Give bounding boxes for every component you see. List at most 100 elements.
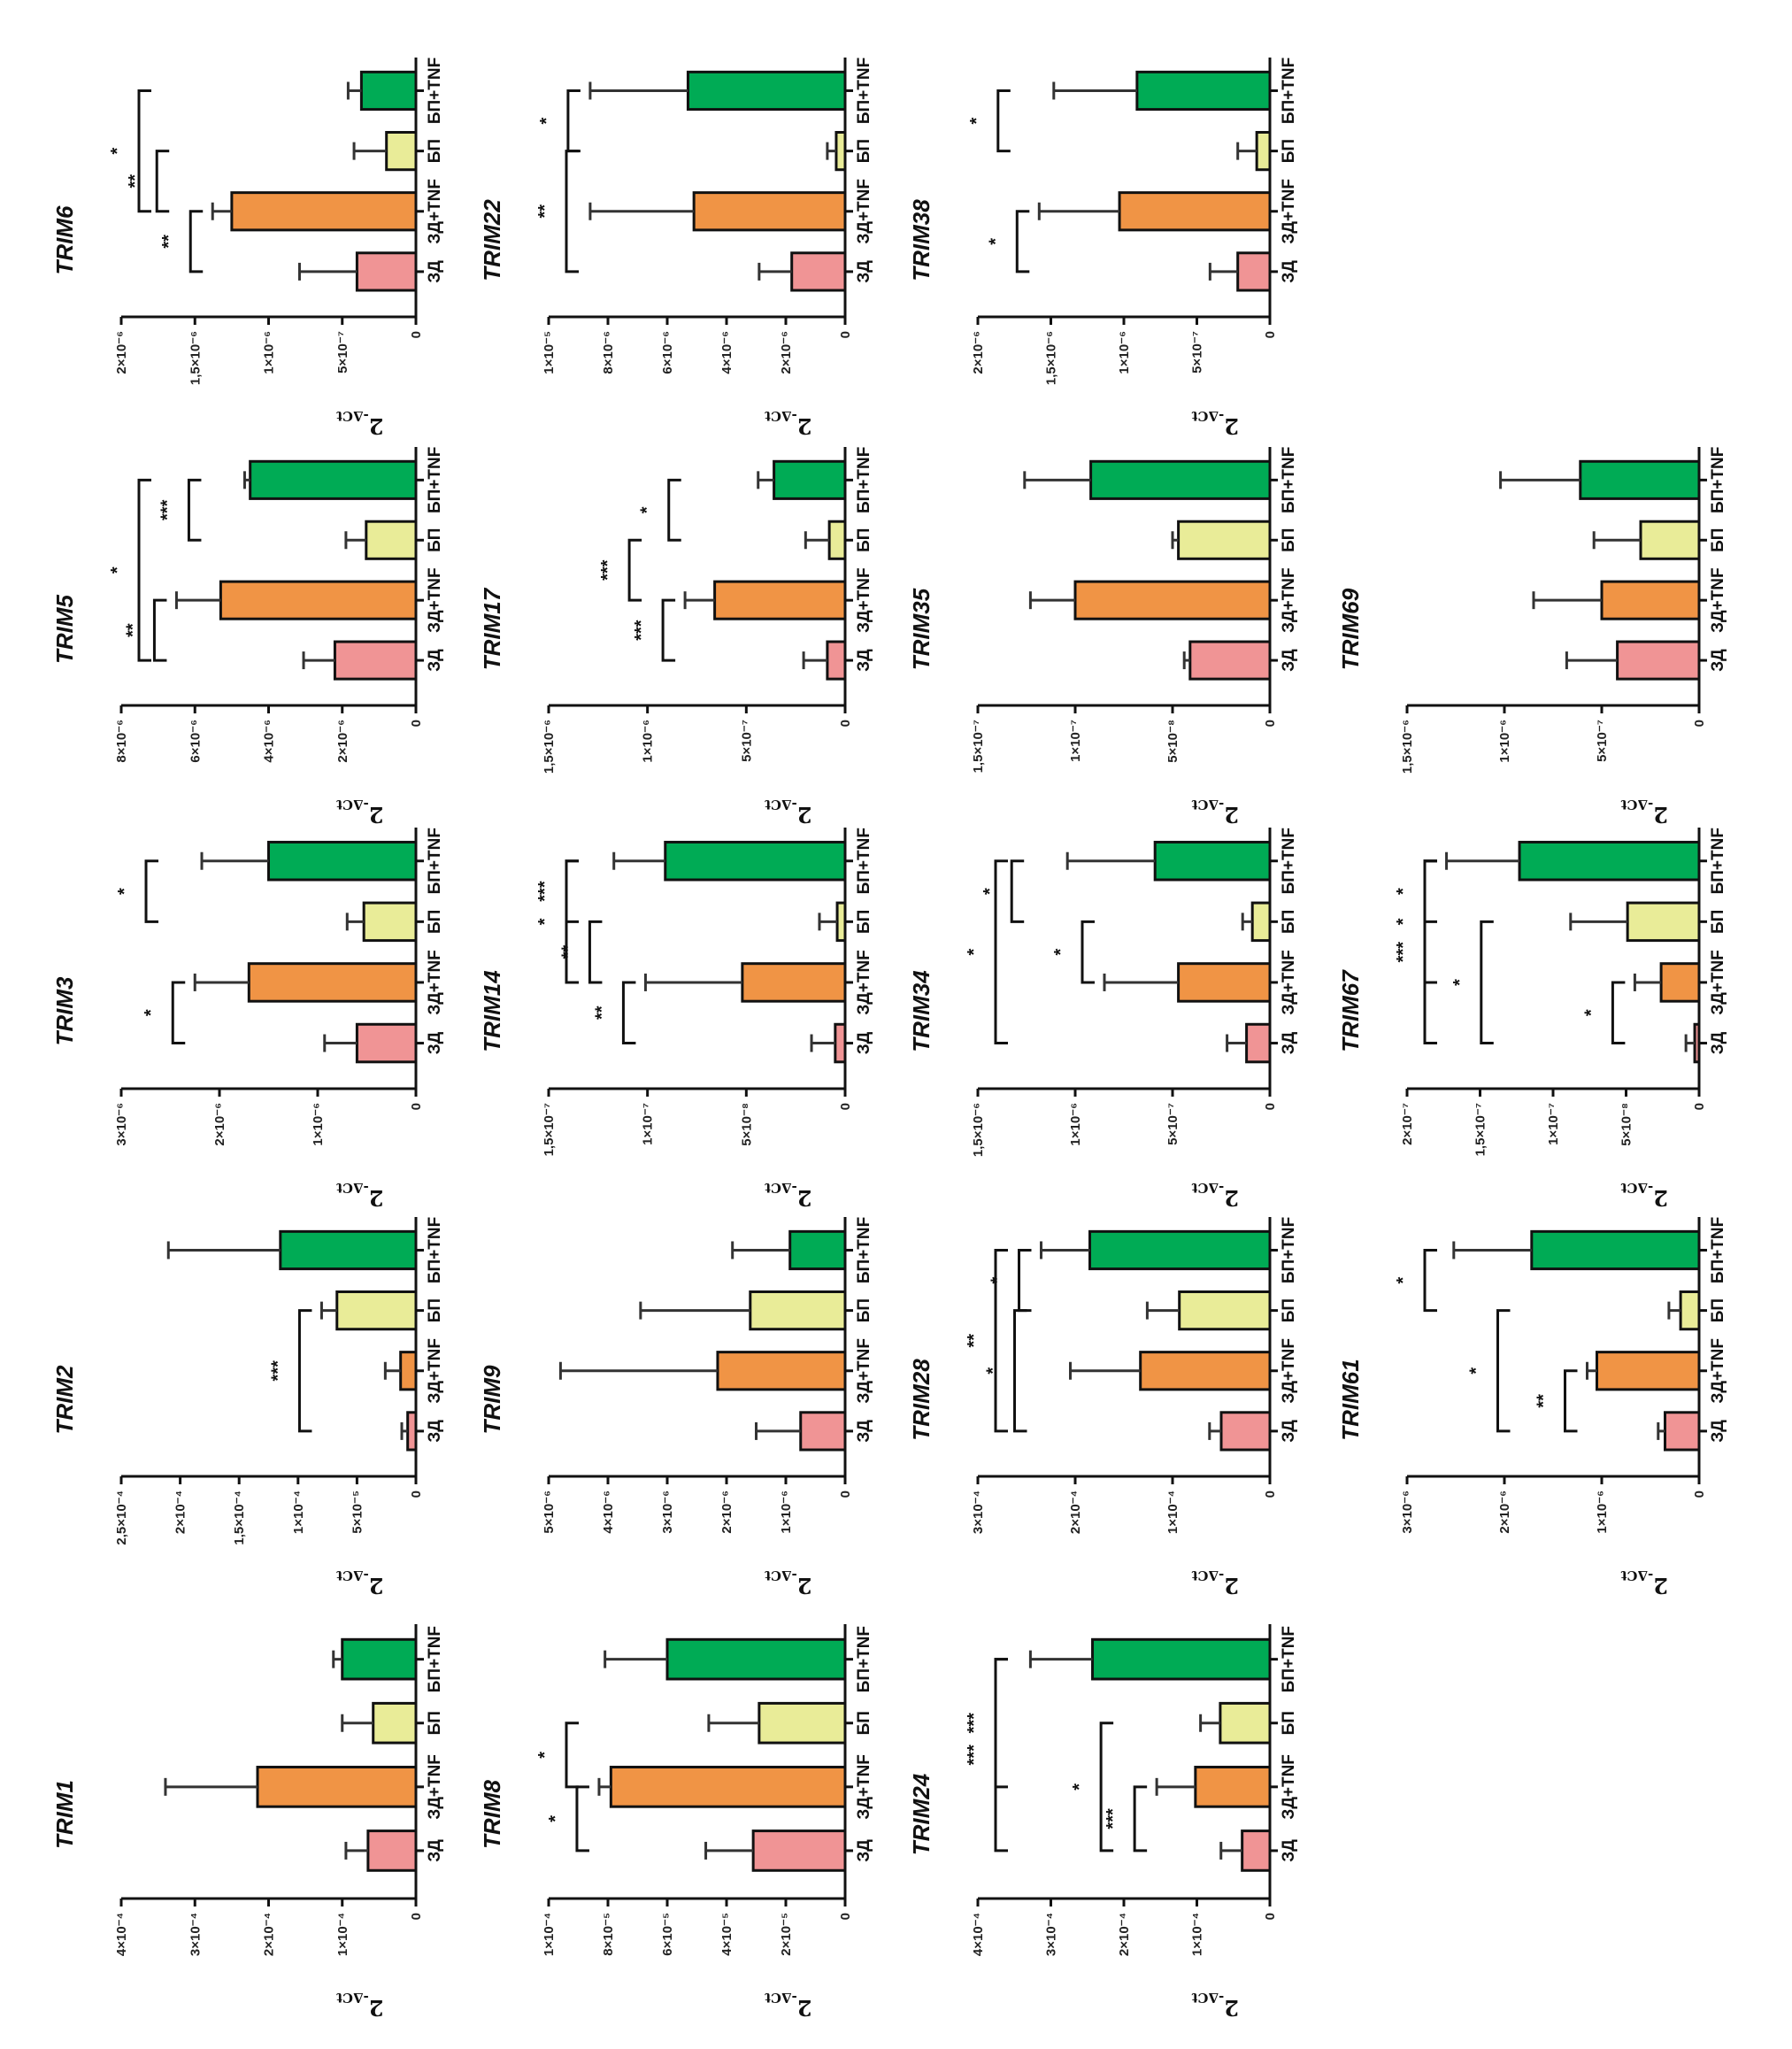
axis-title: 2-ΔCt <box>336 408 384 439</box>
bar-bp-tnf <box>665 1637 847 1681</box>
bar-bp-tnf <box>249 459 418 500</box>
significance-bracket <box>137 478 151 662</box>
axis-title: 2-ΔCt <box>1191 408 1239 439</box>
tick-label: 3×10⁻⁴ <box>1044 1913 1059 1956</box>
tick-label: 8×10⁻⁶ <box>114 720 129 763</box>
tick-label: 0 <box>409 1913 424 1920</box>
bar-bp-tnf <box>1518 840 1701 882</box>
category-label-zd: ЗД <box>426 1031 444 1054</box>
category-label-bp-tnf: БП+TNF <box>426 447 444 513</box>
category-label-bp-tnf: БП+TNF <box>855 1626 873 1692</box>
panel-trim1: 0 1×10⁻⁴ 2×10⁻⁴ 3×10⁻⁴ 4×10⁻⁴ 2-ΔCt ЗД ЗД+TNF БП… <box>51 1624 444 2021</box>
tick-label: 5×10⁻⁷ <box>739 720 754 762</box>
panel-trim17: 0 5×10⁻⁷ 1×10⁻⁶ 1,5×10⁻⁶ 2-ΔCt ЗД ЗД+TNF БП БП+T… <box>479 447 873 828</box>
significance-label: ** <box>159 235 179 249</box>
tick-label: 2×10⁻⁴ <box>1117 1913 1132 1956</box>
significance-label: *** <box>632 620 651 641</box>
significance-label: ** <box>965 1334 984 1348</box>
bar-zd-tnf <box>230 191 418 232</box>
bar-zd-tnf <box>399 1351 418 1391</box>
category-label-bp-tnf: БП+TNF <box>426 1626 444 1692</box>
panel-trim34: 0 5×10⁻⁷ 1×10⁻⁶ 1,5×10⁻⁶ 2-ΔCt ЗД ЗД+TNF БП БП+T… <box>908 828 1298 1211</box>
bar-zd <box>1219 1411 1272 1452</box>
bar-zd-tnf <box>609 1765 847 1808</box>
tick-label: 1×10⁻⁶ <box>1068 1103 1083 1146</box>
axis-title: 2-ΔCt <box>336 797 384 828</box>
tick-label: 1,5×10⁻⁶ <box>542 720 557 774</box>
significance-label: *** <box>268 1360 288 1382</box>
panel-trim28: 0 1×10⁻⁴ 2×10⁻⁴ 3×10⁻⁴ 2-ΔCt ЗД ЗД+TNF БП БП+TNF… <box>908 1217 1298 1598</box>
tick-label: 0 <box>838 1103 853 1110</box>
significance-bracket <box>996 89 1011 153</box>
bar-bp-tnf <box>686 70 847 112</box>
tick-label: 0 <box>1263 720 1278 727</box>
category-label-zd-tnf: ЗД+TNF <box>1280 950 1298 1014</box>
tick-label: 0 <box>409 1491 424 1498</box>
significance-bracket <box>137 89 151 213</box>
tick-label: 5×10⁻⁵ <box>350 1491 365 1534</box>
bar-bp <box>1250 901 1272 943</box>
significance-label: * <box>1581 1009 1601 1016</box>
category-label-zd-tnf: ЗД+TNF <box>855 1754 873 1819</box>
tick-label: 0 <box>409 720 424 727</box>
significance-label: * <box>986 238 1005 245</box>
panel-title: TRIM9 <box>479 1365 505 1435</box>
significance-label: * <box>1051 949 1071 956</box>
category-label-zd-tnf: ЗД+TNF <box>855 567 873 632</box>
tick-label: 2×10⁻⁴ <box>262 1913 277 1956</box>
category-label-bp: БП <box>855 910 873 934</box>
category-label-zd-tnf: ЗД+TNF <box>1280 1338 1298 1403</box>
category-label-zd: ЗД <box>1280 1031 1298 1054</box>
significance-bracket <box>188 210 204 273</box>
axis-title: 2-ΔCt <box>1191 1180 1239 1211</box>
bar-zd <box>1188 640 1272 681</box>
bar-zd <box>355 1022 418 1064</box>
significance-label: *** <box>535 881 555 902</box>
category-label-bp: БП <box>1280 910 1298 934</box>
bar-zd <box>1616 640 1701 681</box>
category-label-bp-tnf: БП+TNF <box>1280 58 1298 124</box>
panel-title: TRIM17 <box>479 587 505 670</box>
bar-zd-tnf <box>1659 962 1701 1003</box>
tick-label: 4×10⁻⁴ <box>971 1913 986 1956</box>
bar-zd-tnf <box>256 1765 418 1808</box>
panel-title: TRIM8 <box>479 1779 505 1849</box>
significance-bracket <box>994 859 1008 1045</box>
category-label-zd: ЗД <box>1709 1420 1727 1443</box>
tick-label: 0 <box>1263 331 1278 338</box>
panel-trim24: 0 1×10⁻⁴ 2×10⁻⁴ 3×10⁻⁴ 4×10⁻⁴ 2-ΔCt ЗД ЗД+TNF БП… <box>908 1624 1298 2021</box>
tick-label: 5×10⁻⁸ <box>1619 1103 1634 1146</box>
tick-label: 1,5×10⁻⁶ <box>1400 720 1415 774</box>
significance-label: * <box>1394 888 1413 895</box>
bar-bp-tnf <box>1530 1229 1701 1271</box>
axis-title: 2-ΔCt <box>765 408 812 439</box>
panel-title: TRIM2 <box>51 1365 78 1435</box>
significance-label: * <box>142 1009 161 1016</box>
panel-title: TRIM24 <box>908 1773 934 1855</box>
category-label-bp-tnf: БП+TNF <box>1280 828 1298 894</box>
category-label-bp: БП <box>1709 910 1727 934</box>
category-label-zd-tnf: ЗД+TNF <box>426 179 444 243</box>
category-label-zd: ЗД <box>855 1031 873 1054</box>
panel-title: TRIM34 <box>908 970 934 1052</box>
category-label-bp-tnf: БП+TNF <box>855 58 873 124</box>
panel-title: TRIM14 <box>479 970 505 1052</box>
tick-label: 1×10⁻⁷ <box>1546 1103 1561 1145</box>
panel-trim69: 0 5×10⁻⁷ 1×10⁻⁶ 1,5×10⁻⁶ 2-ΔCt ЗД ЗД+TNF БП БП+T… <box>1337 447 1727 828</box>
bar-zd <box>826 640 847 681</box>
bar-bp <box>1626 901 1701 943</box>
bar-zd-tnf <box>716 1351 847 1391</box>
significance-label: * <box>108 566 127 574</box>
tick-label: 1×10⁻⁶ <box>262 331 277 374</box>
panel-trim2: 0 5×10⁻⁵ 1×10⁻⁴ 1,5×10⁻⁴ 2×10⁻⁴ 2,5×10⁻⁴ 2-ΔCt… <box>51 1217 444 1598</box>
panel-title: TRIM61 <box>1337 1359 1364 1440</box>
tick-label: 4×10⁻⁶ <box>262 720 277 763</box>
category-label-zd: ЗД <box>855 649 873 672</box>
category-label-bp: БП <box>1280 1298 1298 1322</box>
category-label-zd-tnf: ЗД+TNF <box>426 567 444 632</box>
category-label-zd: ЗД <box>1709 1031 1727 1054</box>
significance-bracket <box>1496 1309 1511 1433</box>
bar-bp <box>827 520 847 560</box>
tick-label: 2×10⁻⁶ <box>335 720 350 763</box>
bar-bp-tnf <box>788 1229 847 1271</box>
